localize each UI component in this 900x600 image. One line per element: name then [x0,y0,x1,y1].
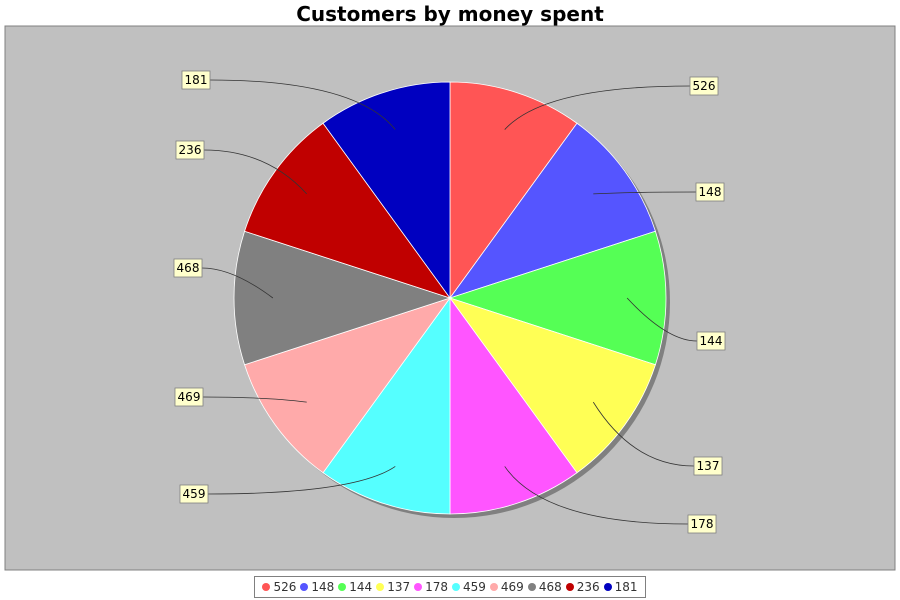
label-leader-181 [209,79,396,130]
legend-label: 459 [463,580,486,594]
data-label-526: 526 [693,79,716,93]
label-leader-526 [504,85,691,130]
legend-label: 236 [576,580,600,594]
legend-label: 144 [349,580,373,594]
label-box-178 [687,514,717,534]
data-label-469: 469 [178,390,201,404]
legend-item-178: 178 [414,580,448,594]
label-box-468 [173,258,203,278]
label-box-137 [693,456,723,476]
data-label-181: 181 [185,73,208,87]
legend-label: 148 [311,580,335,594]
label-leader-459 [207,466,396,495]
legend-item-526: 526 [262,580,296,594]
label-leader-236 [203,149,308,195]
pie-slice-137 [448,297,656,474]
label-leader-148 [593,191,697,195]
legend-swatch-icon [452,583,460,591]
pie-slice-459 [322,296,451,515]
legend-item-144: 144 [338,580,372,594]
pie-slice-181 [322,81,451,300]
legend: 526 148 144 137 178 459 469 468 236 181 [254,576,646,598]
data-label-144: 144 [700,334,723,348]
pie-slice-236 [244,122,452,299]
legend-swatch-icon [603,583,612,591]
pie-slice-468 [233,230,452,366]
chart-title: Customers by money spent [296,2,604,26]
label-leader-468 [201,267,274,299]
legend-item-459: 459 [452,580,486,594]
label-box-148 [695,182,725,202]
pie-slice-148 [448,122,656,299]
legend-swatch-icon [262,583,271,591]
label-box-459 [179,484,209,504]
legend-item-137: 137 [376,580,410,594]
pie-slice-526 [449,81,578,300]
legend-swatch-icon [527,583,536,591]
legend-swatch-icon [414,583,423,591]
data-label-148: 148 [699,185,722,199]
data-label-236: 236 [179,143,202,157]
legend-label: 137 [387,580,411,594]
data-label-178: 178 [691,517,714,531]
legend-label: 468 [538,580,562,594]
label-box-526 [689,76,719,96]
legend-swatch-icon [300,583,309,591]
label-leader-469 [202,396,307,403]
pie-slice-144 [448,230,667,366]
legend-item-468: 468 [527,580,562,594]
legend-swatch-icon [565,583,574,591]
data-label-459: 459 [183,487,206,501]
legend-swatch-icon [376,583,385,591]
data-label-137: 137 [697,459,720,473]
label-leader-137 [592,401,695,467]
legend-swatch-icon [338,583,347,591]
legend-swatch-icon [489,583,498,591]
legend-label: 181 [614,580,638,594]
label-leader-144 [626,297,698,342]
legend-label: 178 [425,580,448,594]
legend-item-236: 236 [565,580,600,594]
legend-item-469: 469 [489,580,524,594]
label-box-469 [174,387,204,407]
label-box-236 [175,140,205,160]
pie-slice-469 [244,297,452,474]
legend-item-181: 181 [603,580,638,594]
data-label-468: 468 [177,261,200,275]
legend-label: 526 [273,580,297,594]
label-leader-178 [504,466,689,525]
legend-label: 469 [500,580,524,594]
pie-slice-178 [449,296,578,515]
label-box-181 [181,70,211,90]
legend-item-148: 148 [300,580,334,594]
label-box-144 [696,331,726,351]
